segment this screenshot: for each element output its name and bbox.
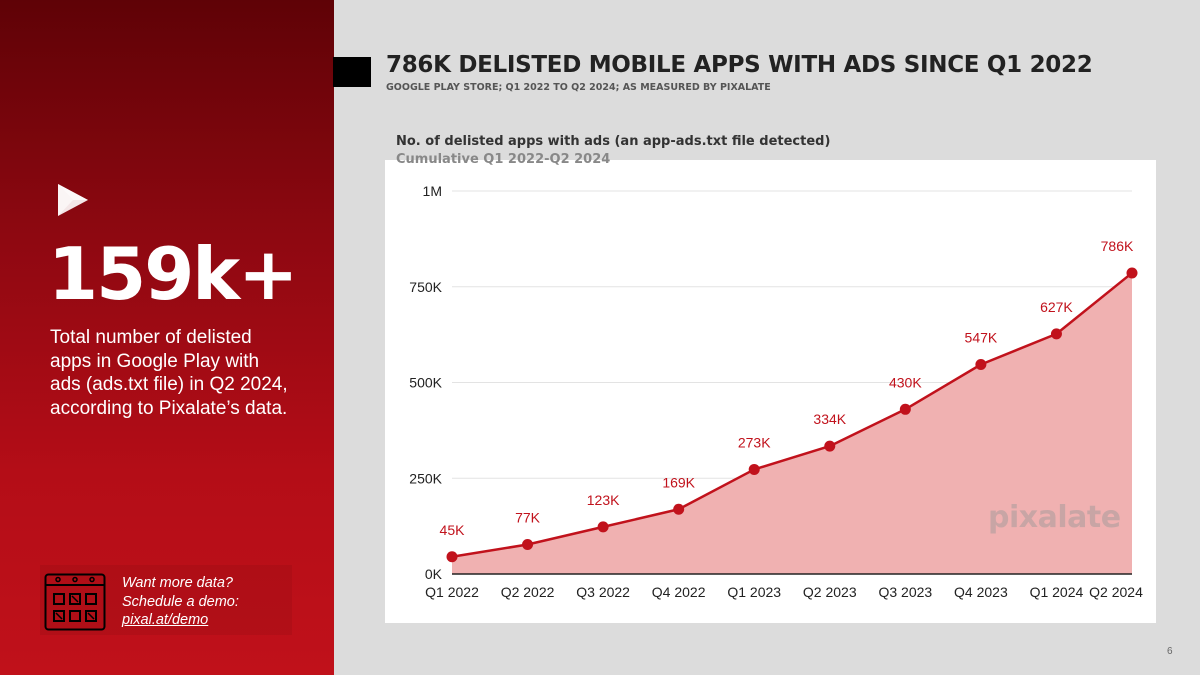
data-point bbox=[899, 403, 911, 415]
x-tick-label: Q1 2023 bbox=[727, 584, 781, 600]
page-subtitle: GOOGLE PLAY STORE; Q1 2022 TO Q2 2024; A… bbox=[386, 82, 771, 93]
demo-line-2: Schedule a demo: bbox=[122, 593, 239, 610]
demo-line-1: Want more data? bbox=[122, 575, 233, 591]
data-label: 627K bbox=[1040, 299, 1073, 315]
data-label: 430K bbox=[889, 374, 922, 390]
data-point bbox=[824, 440, 836, 452]
page-number: 6 bbox=[1167, 646, 1173, 657]
x-tick-label: Q1 2022 bbox=[425, 584, 479, 600]
demo-link[interactable]: pixal.at/demo bbox=[122, 612, 209, 628]
data-label: 123K bbox=[587, 492, 620, 508]
data-point bbox=[522, 539, 534, 551]
data-label: 547K bbox=[965, 329, 998, 345]
data-point bbox=[975, 358, 987, 370]
demo-box bbox=[40, 565, 292, 635]
x-tick-label: Q3 2022 bbox=[576, 584, 630, 600]
series-line bbox=[451, 271, 1133, 558]
calendar-icon bbox=[44, 573, 106, 631]
y-tick-label: 500K bbox=[409, 375, 442, 391]
data-point bbox=[1050, 328, 1062, 340]
x-tick-label: Q2 2024 bbox=[1089, 584, 1143, 600]
y-tick-label: 750K bbox=[409, 279, 442, 295]
x-tick-label: Q3 2023 bbox=[878, 584, 932, 600]
data-label: 786K bbox=[1101, 238, 1134, 254]
y-tick-label: 0K bbox=[425, 566, 443, 582]
stat-description: Total number of delisted apps in Google … bbox=[50, 327, 288, 419]
x-tick-label: Q2 2022 bbox=[501, 584, 555, 600]
data-point bbox=[1126, 267, 1138, 279]
series-area bbox=[452, 272, 1132, 574]
x-tick-label: Q2 2023 bbox=[803, 584, 857, 600]
data-point bbox=[597, 521, 609, 533]
chart-subtitle: Cumulative Q1 2022-Q2 2024 bbox=[396, 152, 611, 167]
x-tick-label: Q4 2023 bbox=[954, 584, 1008, 600]
page-title: 786K DELISTED MOBILE APPS WITH ADS SINCE… bbox=[386, 52, 1093, 78]
data-label: 273K bbox=[738, 434, 771, 450]
left-panel: 159k+ Total number of delisted apps in G… bbox=[0, 0, 334, 675]
google-play-icon bbox=[58, 184, 88, 216]
x-tick-label: Q1 2024 bbox=[1030, 584, 1084, 600]
big-stat: 159k+ bbox=[48, 232, 299, 316]
y-tick-label: 250K bbox=[409, 470, 442, 486]
y-tick-label: 1M bbox=[423, 183, 442, 199]
chart-title: No. of delisted apps with ads (an app-ad… bbox=[396, 134, 831, 149]
demo-text: Want more data? Schedule a demo: pixal.a… bbox=[122, 574, 239, 630]
data-label: 77K bbox=[515, 510, 541, 526]
data-label: 169K bbox=[662, 474, 695, 490]
data-label: 334K bbox=[813, 411, 846, 427]
x-tick-label: Q4 2022 bbox=[652, 584, 706, 600]
title-accent-bar bbox=[333, 57, 371, 87]
pixalate-watermark: pixalate bbox=[988, 500, 1121, 535]
data-label: 45K bbox=[440, 522, 466, 538]
data-point bbox=[446, 551, 458, 563]
data-point bbox=[748, 463, 760, 475]
chart: 0K 250K 500K 750K 1M 45K Q1 2022 77K Q2 2022 123K… bbox=[409, 183, 1143, 600]
chart-card: 0K 250K 500K 750K 1M 45K Q1 2022 77K Q2 2022 123K… bbox=[385, 160, 1156, 623]
data-point bbox=[673, 503, 685, 515]
